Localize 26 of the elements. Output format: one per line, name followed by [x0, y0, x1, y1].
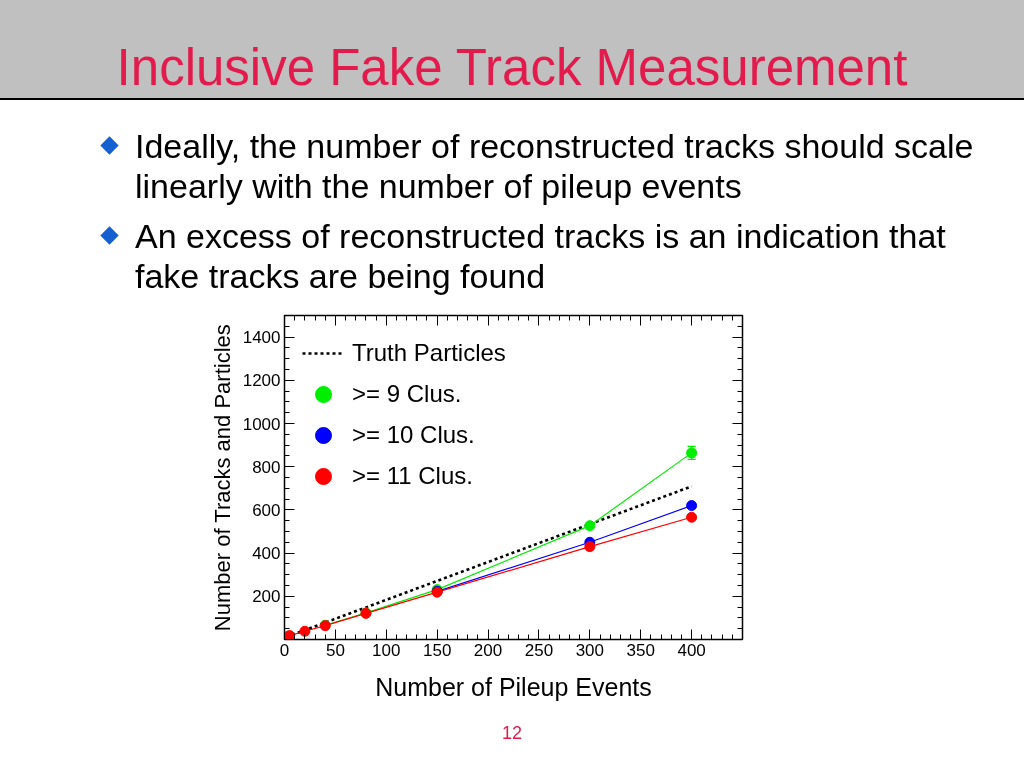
x-tick-label: 100 [372, 640, 401, 660]
x-tick-label: 250 [524, 640, 554, 660]
chart-title: Inclusive Fake Track Measurement [0, 0, 1024, 100]
y-tick-label: 1200 [242, 371, 281, 391]
y-tick-label: 400 [252, 544, 281, 564]
legend-label: >= 10 Clus. [352, 420, 475, 450]
text: 12 [501, 722, 523, 745]
y-tick-label: 200 [252, 587, 281, 607]
text: An excess of reconstructed tracks is an indication that fake tracks are being found [135, 216, 947, 296]
x-tick-label: 400 [677, 640, 706, 660]
y-tick-label: 600 [252, 500, 281, 520]
legend-label: Truth Particles [352, 338, 506, 368]
x-axis-title: Number of Pileup Events [375, 672, 652, 701]
x-tick-label: 50 [325, 640, 345, 660]
text: Ideally, the number of reconstructed tracks should scale linearly with the number of pileup events [135, 126, 975, 206]
y-tick-label: 1400 [242, 328, 281, 348]
x-tick-label: 350 [626, 640, 655, 660]
y-tick-label: 800 [252, 457, 281, 477]
x-tick-label: 0 [279, 640, 290, 660]
x-tick-label: 150 [422, 640, 452, 660]
legend-label: >= 11 Clus. [352, 461, 473, 491]
x-tick-label: 300 [575, 640, 605, 660]
legend-label: >= 9 Clus. [352, 379, 462, 409]
x-tick-label: 200 [473, 640, 503, 660]
y-axis-title: Number of Tracks and Particles [209, 324, 235, 632]
y-tick-label: 1000 [242, 414, 281, 434]
